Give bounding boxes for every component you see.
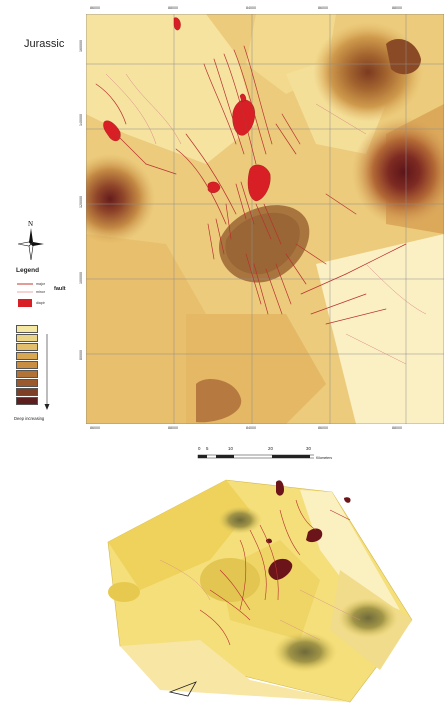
left-tick-5: 80000: [79, 350, 83, 360]
scale-label-10: 10: [228, 446, 233, 451]
perspective-3d-view: [107, 479, 413, 703]
top-tick-3: 84000: [246, 6, 256, 10]
left-tick-2: 140000: [79, 114, 83, 126]
bottom-tick-4: 86000: [318, 426, 328, 430]
depth-note: Deep increasing: [14, 416, 45, 421]
compass-rose-icon: [18, 228, 44, 260]
depth-swatch-4: [16, 352, 38, 360]
scale-unit: Kilometers: [316, 456, 333, 460]
left-tick-3: 120000: [79, 196, 83, 208]
depth-swatch-9: [16, 397, 38, 405]
top-tick-5: 88000: [392, 6, 402, 10]
bottom-tick-1: 86000: [90, 426, 100, 430]
scale-bar: [197, 454, 314, 459]
top-tick-4: 86000: [318, 6, 328, 10]
depth-map: [86, 14, 444, 424]
depth-color-ramp: [16, 325, 38, 406]
legend-item-diapir: diapir: [36, 301, 45, 305]
left-tick-4: 100000: [79, 272, 83, 284]
depth-arrow-icon: [44, 334, 50, 410]
depth-swatch-3: [16, 343, 38, 351]
legend-item-major: major: [36, 282, 45, 286]
3d-north-arrow-icon: [168, 681, 197, 697]
top-tick-1: 86000: [90, 6, 100, 10]
north-arrow-icon: N: [18, 220, 44, 262]
depth-swatch-1: [16, 325, 38, 333]
scale-label-0: 0: [198, 446, 201, 451]
top-tick-2: 88000: [168, 6, 178, 10]
legend-title: Legend: [16, 267, 40, 274]
depth-swatch-6: [16, 370, 38, 378]
depth-swatch-7: [16, 379, 38, 387]
bottom-tick-3: 84000: [246, 426, 256, 430]
legend-fault-label: fault: [54, 286, 66, 292]
legend-item-minor: minor: [36, 290, 45, 294]
figure-title: Jurassic: [24, 38, 65, 50]
north-label: N: [28, 220, 34, 228]
scale-label-30: 30: [306, 446, 311, 451]
depth-swatch-5: [16, 361, 38, 369]
bottom-tick-2: 88000: [168, 426, 178, 430]
depth-swatch-8: [16, 388, 38, 396]
left-tick-1: 160000: [79, 40, 83, 52]
legend-symbols: [17, 283, 33, 307]
legend-diapir-symbol: [18, 299, 32, 307]
scale-label-20: 20: [268, 446, 273, 451]
bottom-tick-5: 88000: [392, 426, 402, 430]
depth-swatch-2: [16, 334, 38, 342]
scale-label-5: 5: [206, 446, 209, 451]
